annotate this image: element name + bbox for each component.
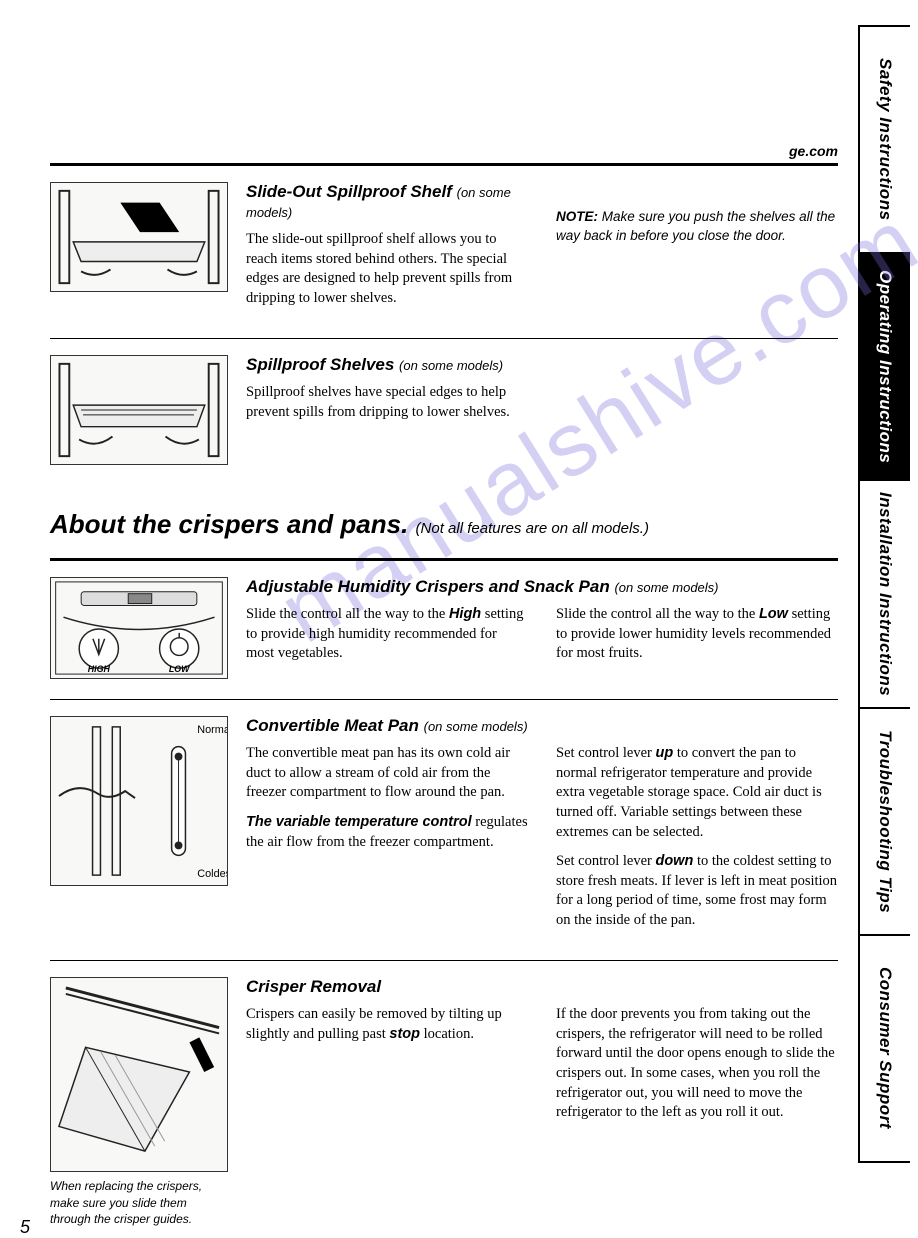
humidity-title: Adjustable Humidity Crispers and Snack P… bbox=[246, 577, 838, 597]
slideout-title-text: Slide-Out Spillproof Shelf bbox=[246, 182, 452, 201]
humidity-subtitle: (on some models) bbox=[614, 580, 718, 595]
section-spillproof: Spillproof Shelves (on some models) Spil… bbox=[50, 355, 838, 465]
tab-troubleshooting[interactable]: Troubleshooting Tips bbox=[860, 709, 910, 936]
header-url: ge.com bbox=[50, 143, 838, 159]
illustration-spillproof bbox=[50, 355, 228, 465]
meat-pan-icon: Normal Coldest bbox=[51, 717, 227, 885]
illustration-removal: When replacing the crispers, make sure y… bbox=[50, 977, 228, 1227]
tab-operating[interactable]: Operating Instructions bbox=[860, 254, 910, 481]
tab-installation[interactable]: Installation Instructions bbox=[860, 481, 910, 708]
high-label: HIGH bbox=[88, 664, 111, 674]
humidity-col1: Slide the control all the way to the Hig… bbox=[246, 605, 528, 664]
section-slideout: Slide-Out Spillproof Shelf (on some mode… bbox=[50, 182, 838, 318]
slideout-note: NOTE: Make sure you push the shelves all… bbox=[556, 208, 838, 246]
spillproof-title-text: Spillproof Shelves bbox=[246, 355, 394, 374]
page-content: manualshive.com ge.com Slide-Out Spillpr… bbox=[0, 0, 858, 1188]
meatpan-c1p2: The variable temperature control regulat… bbox=[246, 813, 528, 852]
spillproof-subtitle: (on some models) bbox=[399, 358, 503, 373]
spillproof-title: Spillproof Shelves (on some models) bbox=[246, 355, 528, 375]
top-rule bbox=[50, 163, 838, 166]
section-removal: When replacing the crispers, make sure y… bbox=[50, 977, 838, 1227]
rule-main bbox=[50, 558, 838, 561]
rule-3 bbox=[50, 960, 838, 961]
section-humidity: HIGH LOW Adjustable Humidity Crispers an… bbox=[50, 577, 838, 679]
text-spillproof: Spillproof Shelves (on some models) Spil… bbox=[246, 355, 838, 465]
humidity-title-text: Adjustable Humidity Crispers and Snack P… bbox=[246, 577, 610, 596]
main-heading-title: About the crispers and pans. bbox=[50, 509, 408, 539]
rule-2 bbox=[50, 699, 838, 700]
spillproof-body: Spillproof shelves have special edges to… bbox=[246, 383, 526, 422]
tab-safety[interactable]: Safety Instructions bbox=[860, 25, 910, 254]
low-label: LOW bbox=[169, 664, 190, 674]
meatpan-c2p2: Set control lever down to the coldest se… bbox=[556, 852, 838, 930]
shelf-slideout-icon bbox=[51, 183, 227, 291]
shelf-spillproof-icon bbox=[51, 356, 227, 464]
meatpan-title-text: Convertible Meat Pan bbox=[246, 716, 419, 735]
side-tabs: Safety Instructions Operating Instructio… bbox=[858, 25, 910, 1163]
illustration-meatpan: Normal Coldest bbox=[50, 716, 228, 940]
note-text: Make sure you push the shelves all the w… bbox=[556, 209, 835, 243]
slideout-body: The slide-out spillproof shelf allows yo… bbox=[246, 230, 528, 308]
main-heading: About the crispers and pans. (Not all fe… bbox=[50, 509, 838, 540]
illustration-humidity: HIGH LOW bbox=[50, 577, 228, 679]
rule-1 bbox=[50, 338, 838, 339]
main-heading-subtitle: (Not all features are on all models.) bbox=[416, 520, 649, 537]
slideout-title: Slide-Out Spillproof Shelf (on some mode… bbox=[246, 182, 528, 222]
tab-consumer-support[interactable]: Consumer Support bbox=[860, 936, 910, 1163]
removal-col1: Crispers can easily be removed by tiltin… bbox=[246, 1005, 528, 1044]
meatpan-subtitle: (on some models) bbox=[424, 719, 528, 734]
removal-col2: If the door prevents you from taking out… bbox=[556, 1005, 838, 1122]
note-label: NOTE: bbox=[556, 209, 598, 224]
illustration-slideout bbox=[50, 182, 228, 318]
coldest-label: Coldest bbox=[197, 868, 227, 880]
normal-label: Normal bbox=[197, 724, 227, 736]
meatpan-title: Convertible Meat Pan (on some models) bbox=[246, 716, 838, 736]
humidity-control-icon: HIGH LOW bbox=[51, 578, 227, 678]
meatpan-c2p1: Set control lever up to convert the pan … bbox=[556, 744, 838, 842]
page-number: 5 bbox=[20, 1217, 808, 1238]
humidity-col2: Slide the control all the way to the Low… bbox=[556, 605, 838, 664]
removal-title: Crisper Removal bbox=[246, 977, 838, 997]
text-humidity: Adjustable Humidity Crispers and Snack P… bbox=[246, 577, 838, 679]
text-slideout: Slide-Out Spillproof Shelf (on some mode… bbox=[246, 182, 838, 318]
meatpan-c1p1: The convertible meat pan has its own col… bbox=[246, 744, 528, 803]
text-meatpan: Convertible Meat Pan (on some models) Th… bbox=[246, 716, 838, 940]
section-meatpan: Normal Coldest Convertible Meat Pan (on … bbox=[50, 716, 838, 940]
text-removal: Crisper Removal Crispers can easily be r… bbox=[246, 977, 838, 1227]
crisper-removal-icon bbox=[51, 978, 227, 1171]
